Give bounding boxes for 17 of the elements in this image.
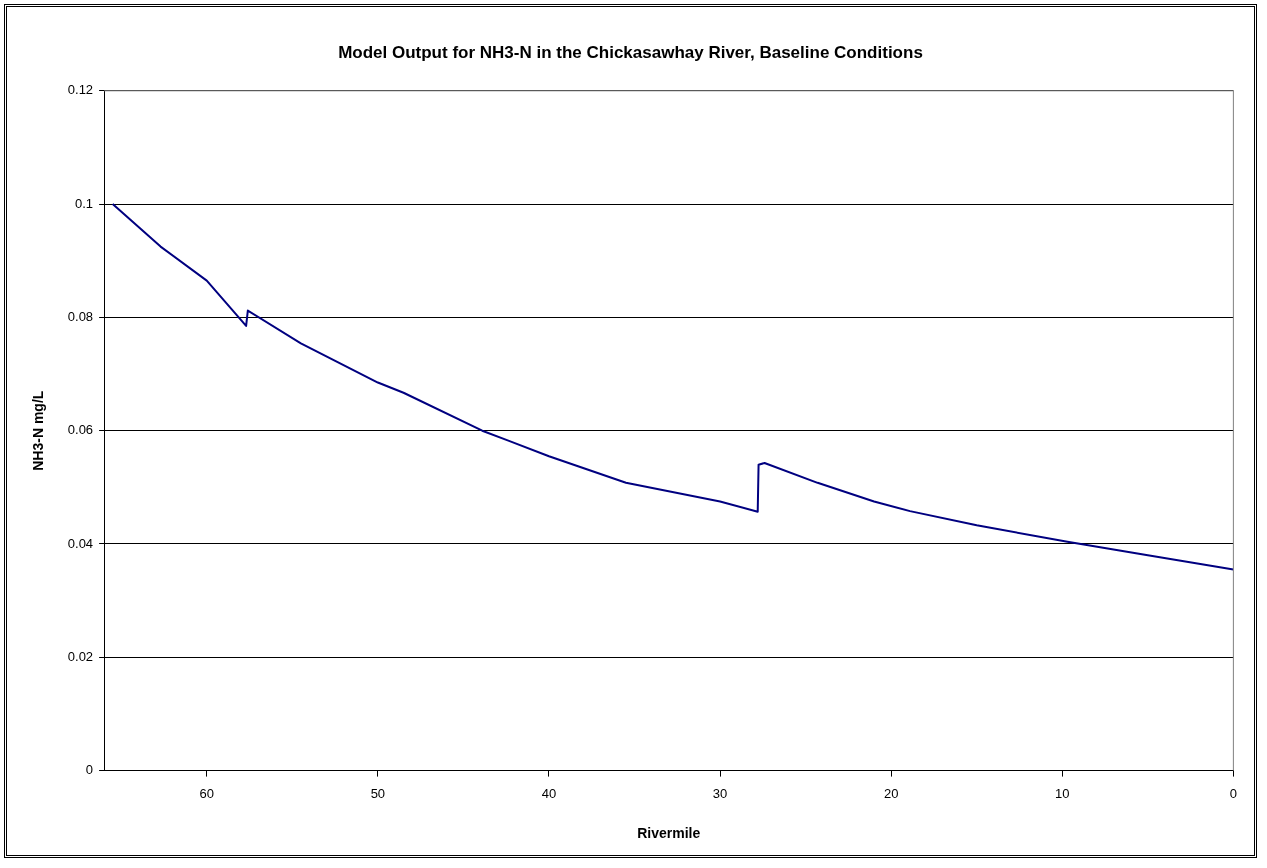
y-tick-label: 0.08	[67, 308, 94, 324]
x-tick-label: 40	[541, 785, 557, 801]
y-tick-label: 0.02	[67, 648, 94, 664]
x-tick-label: 60	[199, 785, 214, 801]
x-tick-label: 0	[1229, 785, 1237, 801]
y-tick-label: 0	[85, 762, 94, 778]
x-tick-label: 50	[370, 785, 386, 801]
x-tick-label: 10	[1055, 785, 1070, 801]
x-tick-label: 30	[712, 785, 728, 801]
chart-title: Model Output for NH3-N in the Chickasawhay River, Baseline Conditions	[337, 43, 924, 63]
y-tick-label: 0.04	[67, 535, 94, 551]
y-tick-label: 0.06	[67, 422, 94, 438]
y-tick-label: 0.12	[67, 82, 94, 98]
y-tick-label: 0.1	[75, 195, 94, 211]
x-tick-label: 20	[883, 785, 899, 801]
y-axis-title: NH3-N mg/L	[30, 390, 47, 471]
x-axis-title: Rivermile	[637, 825, 701, 842]
